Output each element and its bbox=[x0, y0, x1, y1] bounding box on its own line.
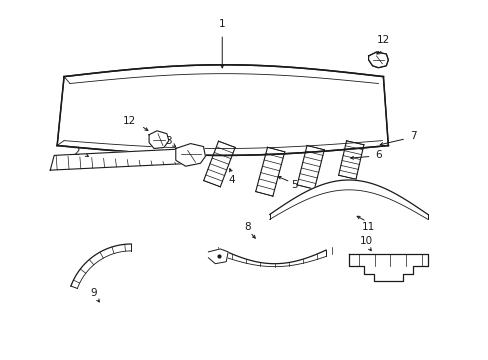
Polygon shape bbox=[348, 254, 427, 282]
Text: 8: 8 bbox=[244, 222, 251, 232]
Text: 4: 4 bbox=[228, 175, 235, 185]
Polygon shape bbox=[71, 244, 131, 288]
Polygon shape bbox=[175, 144, 205, 166]
Polygon shape bbox=[208, 249, 228, 264]
Text: 12: 12 bbox=[122, 116, 136, 126]
Polygon shape bbox=[223, 250, 325, 267]
Text: 11: 11 bbox=[361, 222, 374, 232]
Text: 1: 1 bbox=[219, 19, 225, 30]
Text: 7: 7 bbox=[409, 131, 415, 141]
Text: 3: 3 bbox=[165, 136, 172, 145]
Text: 10: 10 bbox=[359, 236, 372, 246]
Polygon shape bbox=[368, 52, 387, 68]
Text: 12: 12 bbox=[376, 35, 389, 45]
Text: 2: 2 bbox=[74, 148, 80, 157]
Text: 9: 9 bbox=[90, 288, 97, 298]
Polygon shape bbox=[50, 148, 192, 170]
Text: 6: 6 bbox=[374, 150, 381, 161]
Polygon shape bbox=[149, 131, 168, 148]
Text: 5: 5 bbox=[290, 180, 297, 190]
Polygon shape bbox=[57, 65, 387, 156]
Polygon shape bbox=[269, 180, 427, 219]
